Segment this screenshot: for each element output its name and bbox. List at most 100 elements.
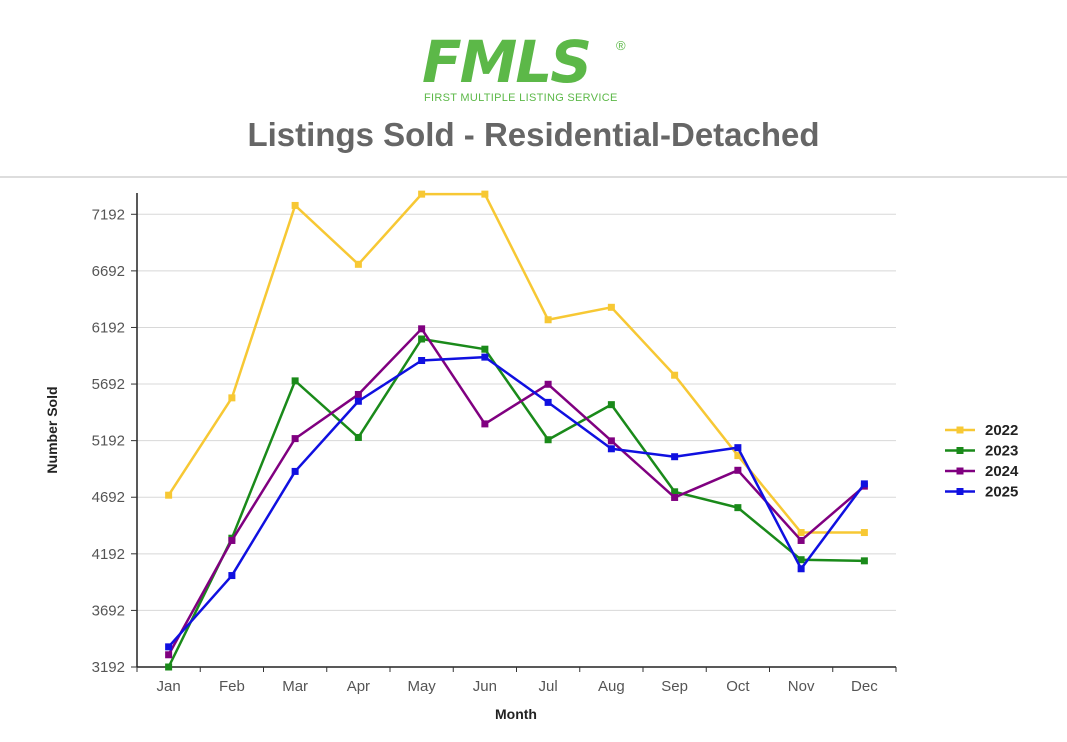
x-tick-label: Sep <box>661 678 688 695</box>
legend-item-2025: 2025 <box>945 484 1018 501</box>
data-point <box>544 398 552 406</box>
data-point <box>544 316 552 324</box>
series-2025 <box>165 353 868 651</box>
data-point <box>607 401 615 409</box>
data-point <box>418 190 426 198</box>
logo-subtitle: FIRST MULTIPLE LISTING SERVICE <box>424 92 618 104</box>
report-header: FMLS ® FIRST MULTIPLE LISTING SERVICE Li… <box>0 0 1067 176</box>
legend-swatch-marker <box>956 467 964 475</box>
legend-swatch-marker <box>956 426 964 434</box>
data-point <box>734 466 742 474</box>
page-title: Listings Sold - Residential-Detached <box>247 116 820 153</box>
data-point <box>607 445 615 453</box>
x-tick-label: Jul <box>539 678 558 695</box>
data-point <box>797 565 805 573</box>
series-line-2022 <box>167 192 865 534</box>
data-point <box>354 397 362 405</box>
data-point <box>860 480 868 488</box>
series-line-2024 <box>167 327 866 656</box>
fmls-logo: FMLS ® FIRST MULTIPLE LISTING SERVICE <box>420 30 640 108</box>
data-point <box>354 390 362 398</box>
y-tick-label: 4192 <box>92 546 125 563</box>
y-tick-label: 3692 <box>92 602 125 619</box>
y-tick-label: 6192 <box>92 319 125 336</box>
data-point <box>481 420 489 428</box>
data-point <box>671 371 679 379</box>
legend-swatch-marker <box>956 447 964 454</box>
x-tick-label: Feb <box>219 678 245 695</box>
series-2024 <box>165 325 868 659</box>
series-2022 <box>165 190 868 537</box>
legend-item-2022: 2022 <box>945 422 1018 439</box>
data-point <box>671 453 679 461</box>
x-tick-label: Jun <box>473 678 497 695</box>
data-point <box>544 436 552 444</box>
data-point <box>418 325 426 333</box>
x-axis-ticks: Jan Feb Mar Apr May Jun Jul Aug Sep Oct Nov Dec <box>136 667 897 695</box>
data-point <box>734 452 742 460</box>
series-line-2025 <box>167 355 866 648</box>
data-point <box>671 488 679 496</box>
legend-item-2023: 2023 <box>945 443 1018 460</box>
data-point <box>481 190 489 198</box>
grid-lines <box>137 213 896 611</box>
data-point <box>481 345 489 353</box>
y-tick-label: 4692 <box>92 489 125 506</box>
legend-item-2024: 2024 <box>945 463 1019 480</box>
data-point <box>291 201 299 209</box>
y-tick-label: 5192 <box>92 433 125 450</box>
data-point <box>418 335 426 343</box>
x-tick-label: Dec <box>851 678 878 695</box>
data-point <box>797 529 805 537</box>
series-2023 <box>165 335 868 671</box>
data-series <box>165 190 868 671</box>
series-line-2023 <box>167 337 865 668</box>
x-tick-label: Aug <box>598 678 625 695</box>
logo-registered-mark: ® <box>616 38 626 53</box>
x-tick-label: Jan <box>157 678 181 695</box>
logo-text: FMLS <box>422 28 592 96</box>
header-divider <box>0 176 1067 178</box>
chart-legend: 2022 2023 2024 2025 <box>945 422 1019 501</box>
data-point <box>228 572 236 580</box>
x-tick-label: Oct <box>726 678 750 695</box>
data-point <box>734 504 742 512</box>
x-tick-label: May <box>407 678 436 695</box>
data-point <box>607 437 615 445</box>
data-point <box>734 444 742 452</box>
data-point <box>607 303 615 311</box>
data-point <box>165 663 173 671</box>
data-point <box>418 357 426 365</box>
data-point <box>354 260 362 268</box>
data-point <box>165 651 173 659</box>
x-axis-title: Month <box>495 706 537 722</box>
data-point <box>354 433 362 441</box>
data-point <box>165 643 173 651</box>
data-point <box>544 380 552 388</box>
y-tick-label: 3192 <box>92 659 125 676</box>
data-point <box>797 536 805 544</box>
data-point <box>481 353 489 361</box>
y-tick-label: 6692 <box>92 263 125 280</box>
data-point <box>228 536 236 544</box>
y-axis-ticks: 3192 3692 4192 4692 5192 5692 6192 6692 7192 <box>92 206 137 676</box>
data-point <box>860 557 868 565</box>
legend-label: 2025 <box>985 484 1018 501</box>
x-tick-label: Nov <box>788 678 815 695</box>
legend-swatch-marker <box>956 488 964 495</box>
data-point <box>671 493 679 501</box>
data-point <box>291 435 299 443</box>
data-point <box>291 377 299 385</box>
y-axis-title: Number Sold <box>44 386 60 473</box>
legend-label: 2023 <box>985 443 1018 460</box>
data-point <box>291 467 299 475</box>
y-tick-label: 5692 <box>92 376 125 393</box>
x-tick-label: Apr <box>347 678 370 695</box>
legend-label: 2024 <box>985 463 1019 480</box>
data-point <box>860 529 868 537</box>
x-tick-label: Mar <box>282 678 308 695</box>
legend-label: 2022 <box>985 422 1018 439</box>
data-point <box>228 394 236 402</box>
data-point <box>797 556 805 564</box>
